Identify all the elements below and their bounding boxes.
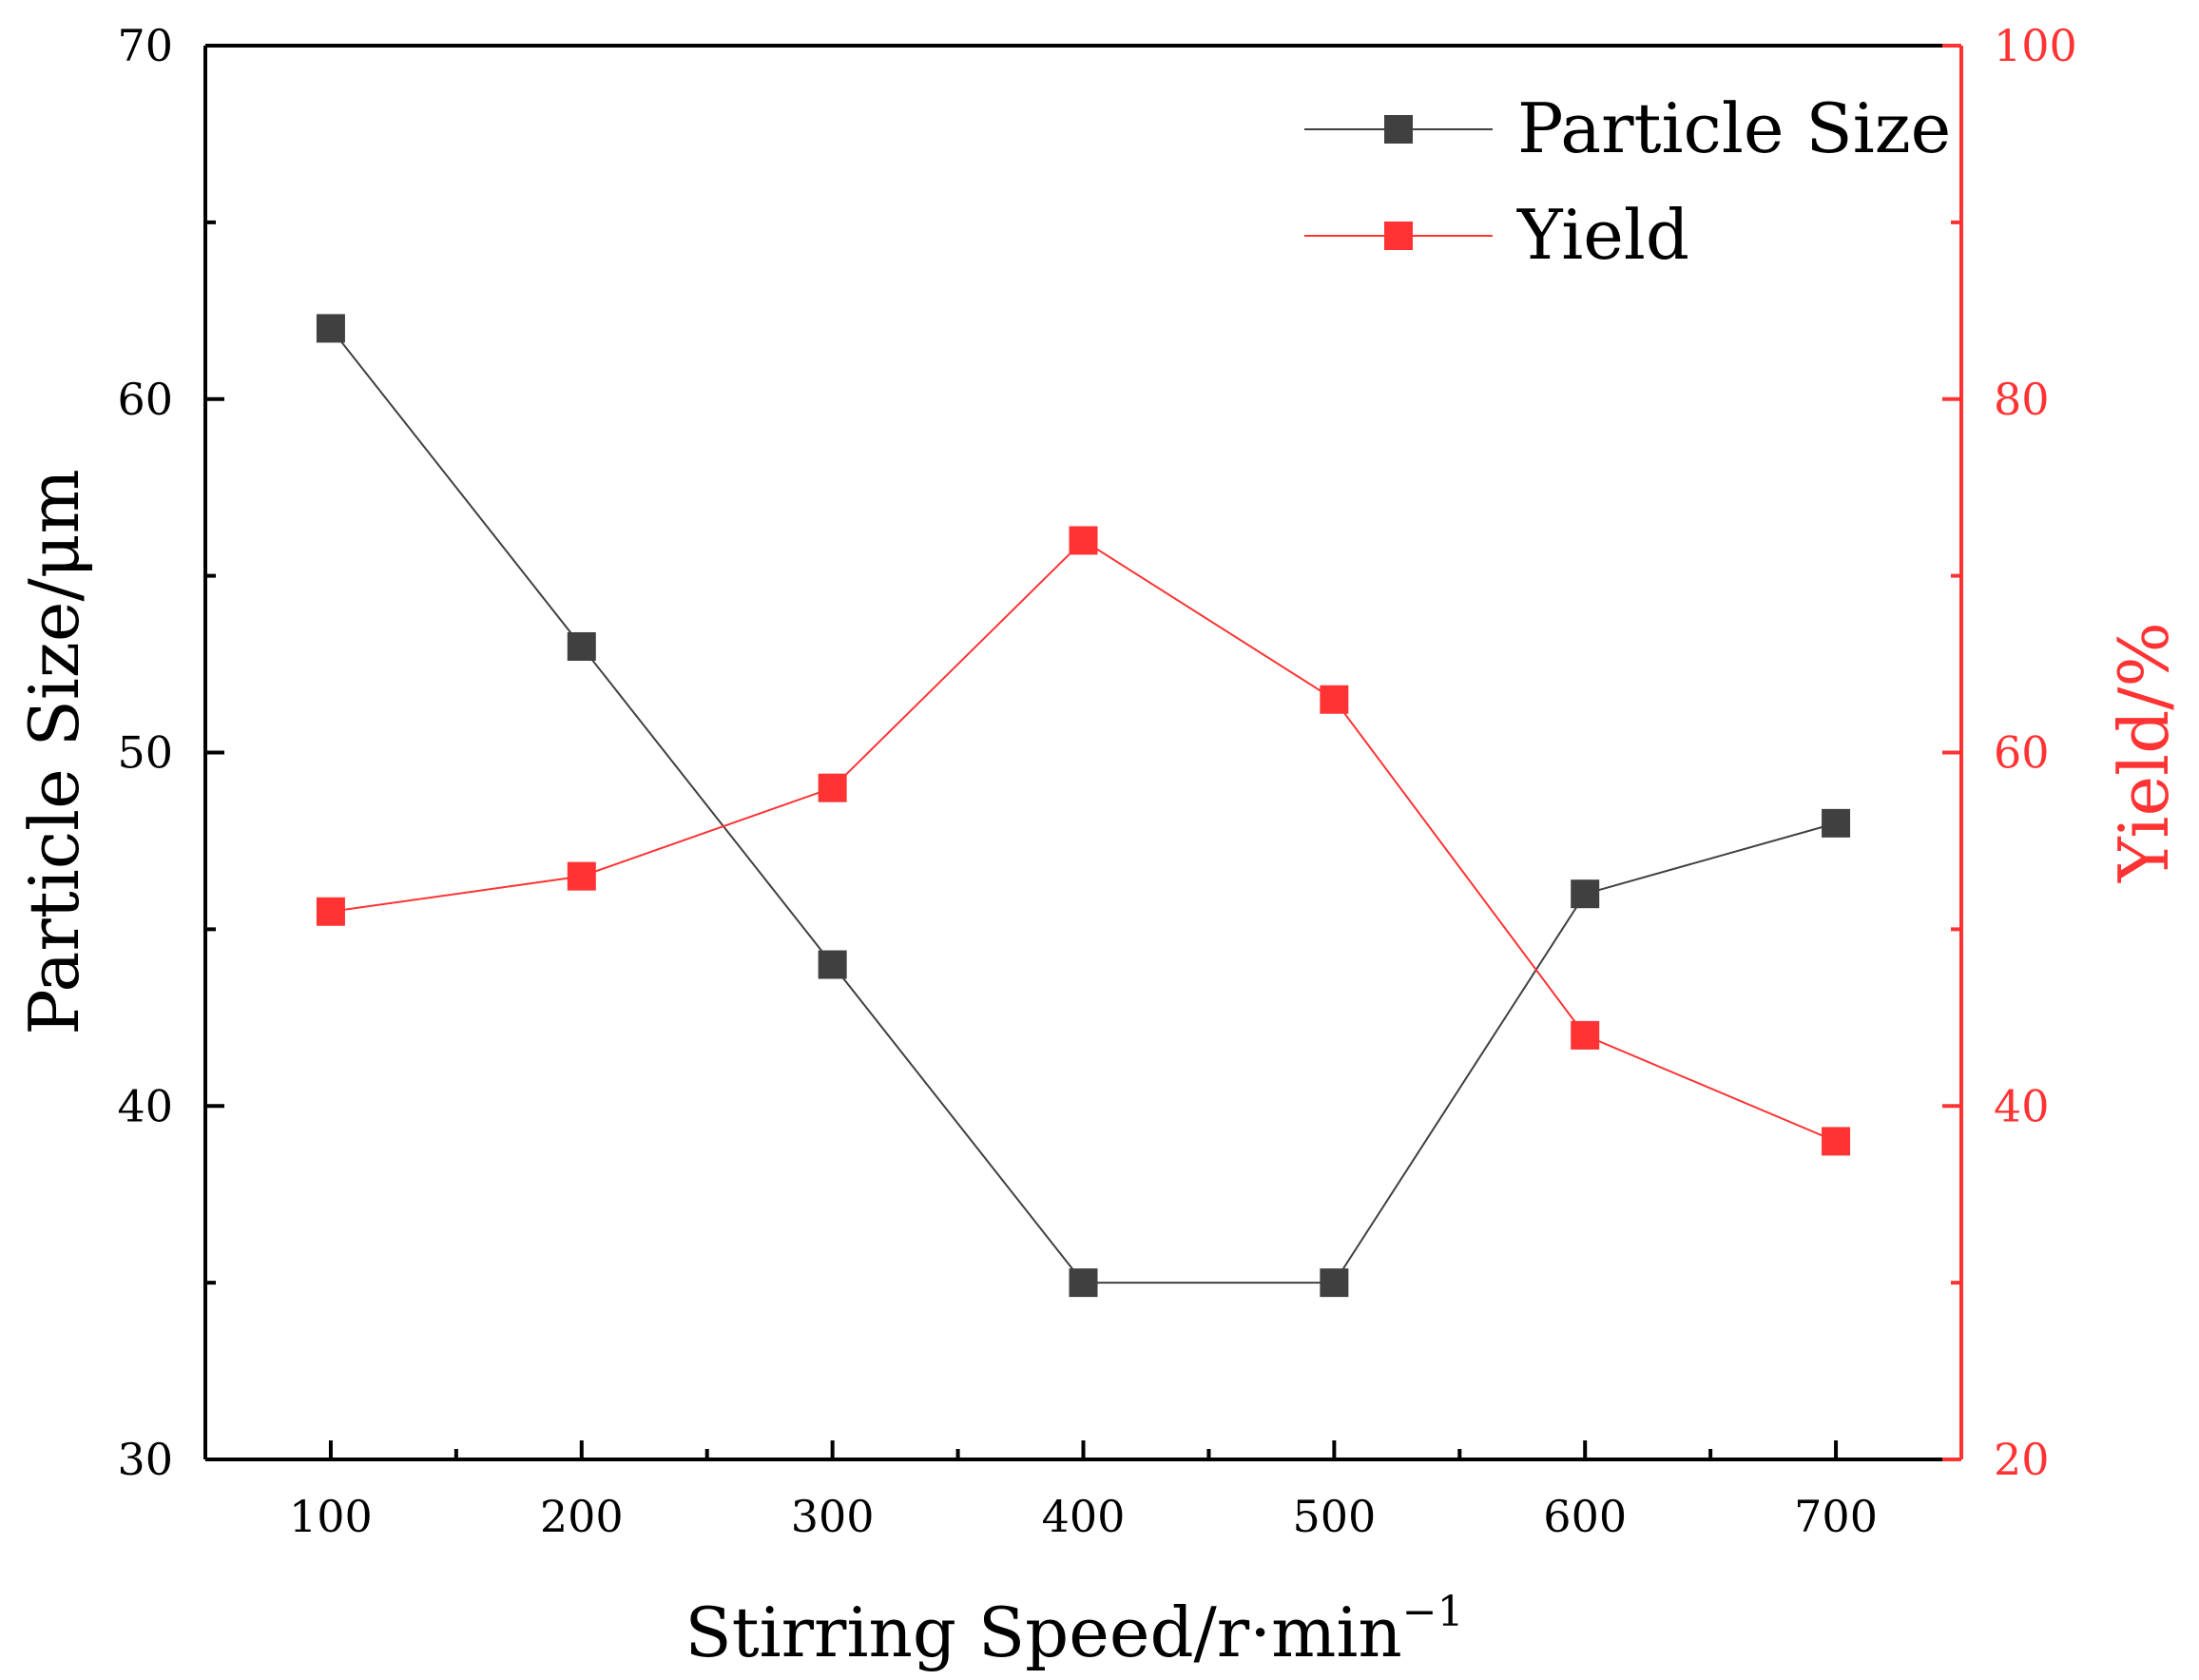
y2-tick-label: 80 (1994, 374, 2050, 425)
particle-size-point (818, 950, 847, 979)
yield-line (330, 539, 1837, 1143)
particle-size-point (1320, 1268, 1349, 1298)
yield-point (567, 861, 596, 891)
y-tick-label: 40 (117, 1080, 173, 1131)
legend-particle-size-marker (1384, 115, 1413, 144)
axes-layer: 100 200 300 400 500 600 700 30 40 50 60 70 20 40 60 80 1… (117, 20, 2076, 1542)
particle-size-point (567, 631, 596, 661)
y-axis-title: Particle Size/μm (14, 469, 94, 1035)
x-tick-label: 600 (1543, 1491, 1627, 1542)
y2-axis-title: Yield/% (2104, 622, 2184, 883)
yield-point (1320, 685, 1349, 714)
particle-size-point (1822, 808, 1851, 838)
y-tick-label: 70 (117, 20, 173, 71)
y2-tick-label: 100 (1994, 20, 2077, 71)
y2-tick-label: 20 (1994, 1434, 2050, 1485)
particle-size-point (1069, 1268, 1098, 1298)
x-axis-title-superscript: −1 (1402, 1588, 1464, 1636)
legend-yield-label: Yield (1516, 195, 1689, 275)
yield-point (1069, 526, 1098, 555)
y2-tick-label: 60 (1994, 727, 2050, 779)
legend-yield-marker (1384, 222, 1413, 250)
particle-size-point (1571, 879, 1600, 909)
yield-point (1822, 1127, 1851, 1156)
x-tick-label: 500 (1292, 1491, 1376, 1542)
legend: Particle Size Yield (1304, 88, 1951, 275)
x-tick-label: 700 (1794, 1491, 1878, 1542)
y-tick-label: 30 (117, 1434, 173, 1485)
x-tick-label: 400 (1042, 1491, 1126, 1542)
x-axis-title: Stirring Speed/r·min−1 (685, 1588, 1463, 1672)
legend-particle-size-label: Particle Size (1517, 88, 1951, 168)
x-tick-label: 300 (791, 1491, 875, 1542)
particle-size-point (316, 314, 345, 343)
yield-point (316, 897, 345, 926)
x-axis-title-main: Stirring Speed/r·min (685, 1593, 1401, 1672)
particle-size-line (330, 327, 1837, 1284)
y-tick-label: 50 (117, 727, 173, 779)
y2-tick-label: 40 (1994, 1080, 2050, 1131)
y-tick-label: 60 (117, 374, 173, 425)
series-layer (316, 314, 1851, 1298)
x-tick-label: 200 (540, 1491, 624, 1542)
x-tick-label: 100 (289, 1491, 373, 1542)
yield-point (1571, 1020, 1600, 1050)
yield-point (818, 773, 847, 802)
